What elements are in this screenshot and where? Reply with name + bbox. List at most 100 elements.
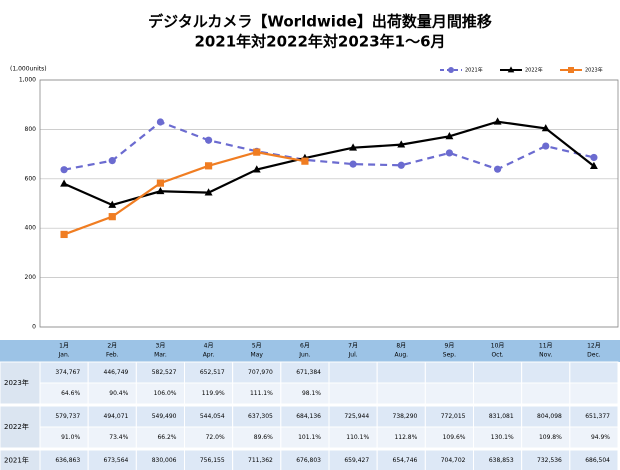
cell-bg — [424, 361, 475, 384]
point — [204, 136, 213, 144]
point — [568, 67, 574, 73]
table-header: Jul. — [348, 352, 358, 359]
table-cell: 89.6% — [254, 434, 273, 441]
table-header: 5月 — [252, 343, 262, 350]
point — [60, 166, 68, 174]
point — [204, 162, 213, 170]
chart-subtitle: 2021年対2022年対2023年1～6月 — [194, 33, 445, 51]
series-line — [63, 120, 595, 171]
table-header: 3月 — [156, 343, 166, 350]
y-tick-label: 600 — [25, 175, 37, 182]
table-cell: 91.0% — [61, 434, 80, 441]
table-header: 8月 — [396, 343, 406, 350]
point — [397, 140, 406, 148]
point — [349, 143, 358, 151]
table-cell: 732,536 — [537, 457, 562, 464]
table-cell: 446,749 — [104, 369, 129, 376]
point — [507, 66, 515, 73]
table-header: Mar. — [154, 352, 167, 359]
table-cell: 582,527 — [152, 369, 177, 376]
table-header: 10月 — [491, 343, 505, 350]
point — [541, 124, 550, 132]
point — [445, 149, 454, 157]
table-cell: 130.1% — [491, 434, 514, 441]
table-cell: 110.1% — [346, 434, 369, 441]
table-cell: 830,006 — [152, 457, 177, 464]
point — [445, 131, 454, 140]
cell-bg — [521, 382, 571, 405]
point — [349, 160, 357, 168]
point — [156, 179, 165, 187]
table-cell: 684,136 — [296, 413, 321, 420]
table-cell: 94.9% — [591, 434, 610, 441]
series-line — [63, 151, 306, 236]
point — [493, 117, 502, 125]
point — [60, 179, 69, 187]
table-cell: 106.0% — [154, 390, 177, 397]
y-tick-label: 200 — [25, 274, 37, 281]
table-cell: 579,737 — [55, 413, 80, 420]
cell-bg — [328, 361, 378, 384]
chart-title: デジタルカメラ【Worldwide】出荷数量月間推移 — [148, 13, 492, 31]
table-cell: 111.1% — [250, 390, 273, 397]
cell-bg — [521, 361, 571, 384]
table-cell: 711,362 — [248, 457, 273, 464]
table-header: May — [251, 352, 264, 359]
table-header: 6月 — [300, 343, 310, 350]
table-header: 11月 — [539, 343, 553, 350]
table-header: Feb. — [106, 352, 119, 359]
point — [301, 157, 309, 165]
table-header: Oct. — [491, 352, 503, 359]
point — [204, 188, 213, 196]
cell-bg — [569, 382, 619, 405]
point — [542, 142, 550, 150]
table-cell: 374,767 — [55, 369, 80, 376]
point — [108, 200, 117, 208]
cell-bg — [328, 382, 378, 405]
cell-bg — [376, 382, 426, 405]
table-cell: 704,702 — [441, 457, 466, 464]
table-cell: 73.4% — [109, 434, 128, 441]
table-header: Sep. — [443, 352, 456, 359]
table-cell: 119.9% — [202, 390, 225, 397]
table-cell: 676,803 — [296, 457, 321, 464]
table-header: 1月 — [59, 343, 69, 350]
y-tick-label: 1,000 — [19, 77, 36, 84]
table-cell: 659,427 — [344, 457, 369, 464]
table-header: 9月 — [445, 343, 455, 350]
y-tick-label: 0 — [32, 324, 36, 331]
cell-bg — [569, 426, 619, 449]
table-cell: 64.6% — [61, 390, 80, 397]
table-cell: 686,504 — [585, 457, 610, 464]
y-unit-label: (1,000units) — [10, 66, 47, 73]
point — [60, 230, 68, 239]
point — [156, 186, 165, 195]
table-header: Nov. — [539, 352, 552, 359]
point — [590, 153, 598, 162]
table-header: 12月 — [587, 343, 601, 350]
plot-frame — [39, 79, 619, 328]
cell-bg — [376, 361, 426, 384]
point — [156, 118, 165, 126]
table-cell: 494,071 — [104, 413, 129, 420]
cell-bg — [473, 361, 523, 384]
table-cell: 725,944 — [344, 413, 369, 420]
table-cell: 109.6% — [443, 434, 466, 441]
point — [253, 148, 261, 156]
table-header: 4月 — [204, 343, 214, 350]
table-header: Apr. — [203, 352, 215, 359]
table-header: 2月 — [107, 343, 117, 350]
point — [448, 67, 454, 73]
table-cell: 66.2% — [157, 434, 176, 441]
table-cell: 637,305 — [248, 413, 273, 420]
table-cell: 756,155 — [200, 457, 225, 464]
table-cell: 72.0% — [206, 434, 225, 441]
table-cell: 652,517 — [200, 369, 225, 376]
table-cell: 654,746 — [393, 457, 418, 464]
row-label: 2023年 — [4, 378, 29, 387]
table-cell: 772,015 — [441, 413, 466, 420]
table-cell: 90.4% — [109, 390, 128, 397]
point — [108, 213, 116, 221]
cell-bg — [569, 361, 619, 384]
